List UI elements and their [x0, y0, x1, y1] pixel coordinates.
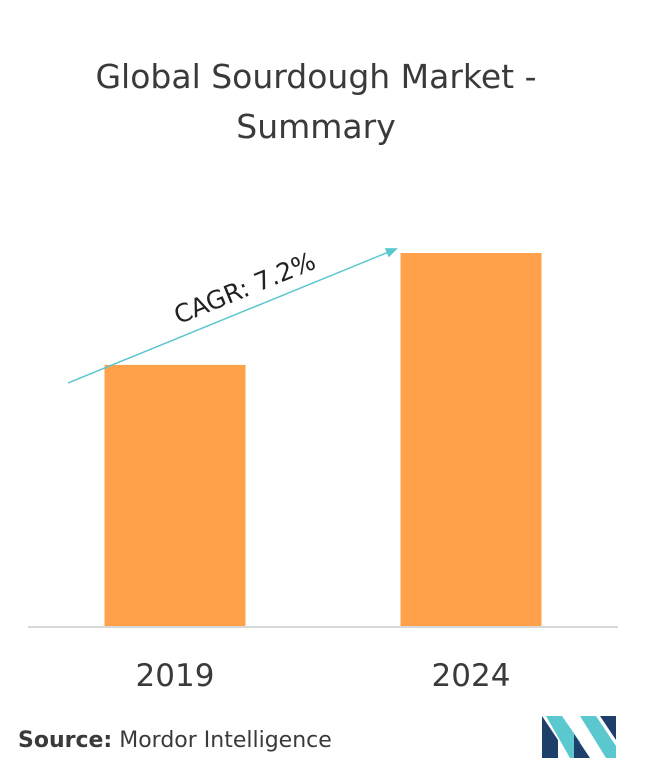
mordor-intelligence-logo-icon	[542, 716, 616, 758]
bar-2024	[400, 253, 542, 626]
x-tick-label-2019: 2019	[136, 658, 215, 694]
chart-title-line2: Summary	[236, 107, 396, 146]
bars-layer	[104, 253, 542, 626]
source-text: Mordor Intelligence	[112, 728, 332, 753]
source-label: Source:	[18, 728, 113, 753]
cagr-annotation: CAGR: 7.2%	[67, 246, 398, 384]
chart-title: Global Sourdough Market - Summary	[36, 52, 596, 152]
chart-title-line1: Global Sourdough Market -	[95, 57, 537, 96]
source-note: Source: Mordor Intelligence	[18, 728, 332, 753]
x-tick-labels: 2019 2024	[136, 658, 511, 694]
bar-2019	[104, 364, 246, 626]
cagr-label: CAGR: 7.2%	[170, 246, 320, 330]
cagr-arrow	[67, 248, 398, 384]
x-tick-label-2024: 2024	[432, 658, 511, 694]
